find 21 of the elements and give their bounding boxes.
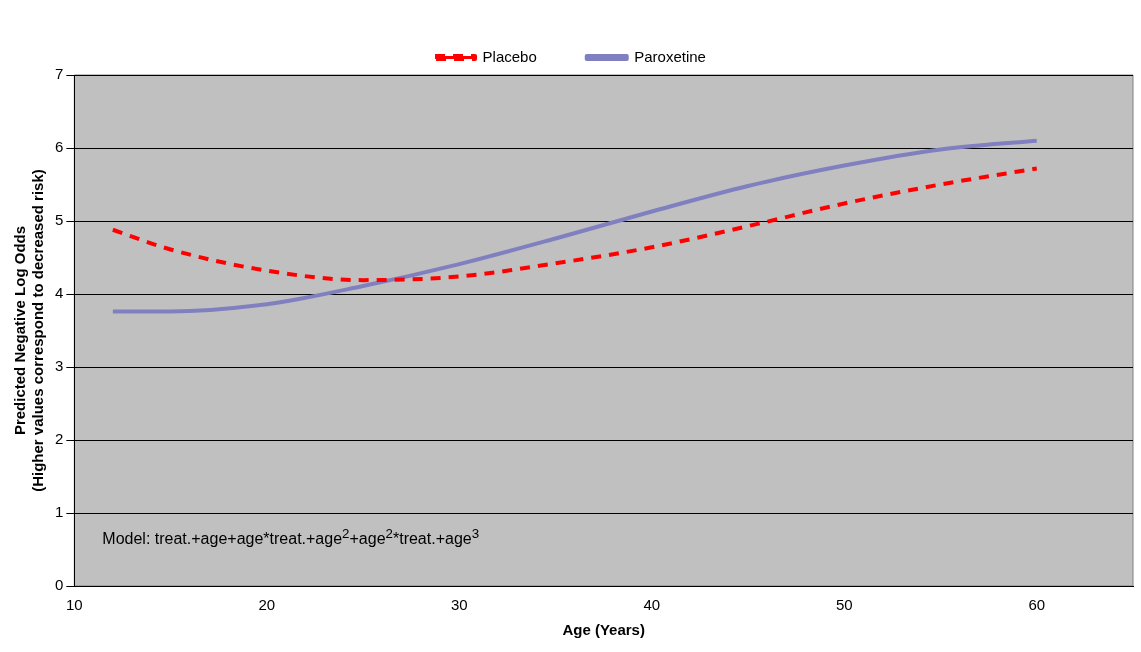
legend-label: Placebo bbox=[482, 47, 537, 65]
y-axis-title: Predicted Negative Log Odds (Higher values correspond to decreased risk) bbox=[11, 169, 47, 492]
y-tick-label: 1 bbox=[55, 503, 64, 521]
line-series bbox=[110, 166, 1039, 283]
line-series bbox=[110, 138, 1039, 314]
y-tick-label: 2 bbox=[55, 430, 64, 448]
x-tick-label: 60 bbox=[1028, 596, 1046, 614]
y-tick-label: 6 bbox=[55, 138, 64, 156]
y-tick-label: 0 bbox=[55, 576, 64, 594]
x-tick-label: 20 bbox=[258, 596, 276, 614]
x-tick-label: 30 bbox=[450, 596, 468, 614]
y-tick-label: 5 bbox=[55, 211, 64, 229]
x-tick-label: 40 bbox=[643, 596, 661, 614]
x-tick-label: 10 bbox=[66, 596, 83, 614]
y-tick-label: 3 bbox=[55, 357, 64, 375]
y-tick-label: 4 bbox=[55, 284, 64, 302]
x-tick-label: 50 bbox=[835, 596, 853, 614]
y-tick-label: 7 bbox=[55, 65, 64, 83]
x-axis-title: Age (Years) bbox=[562, 621, 645, 639]
legend-label: Paroxetine bbox=[634, 47, 706, 65]
annotation: Model: treat.+age+age*treat.+age$^{2}$+age$^{2}$*treat.+age$^{3}$ bbox=[102, 526, 480, 549]
